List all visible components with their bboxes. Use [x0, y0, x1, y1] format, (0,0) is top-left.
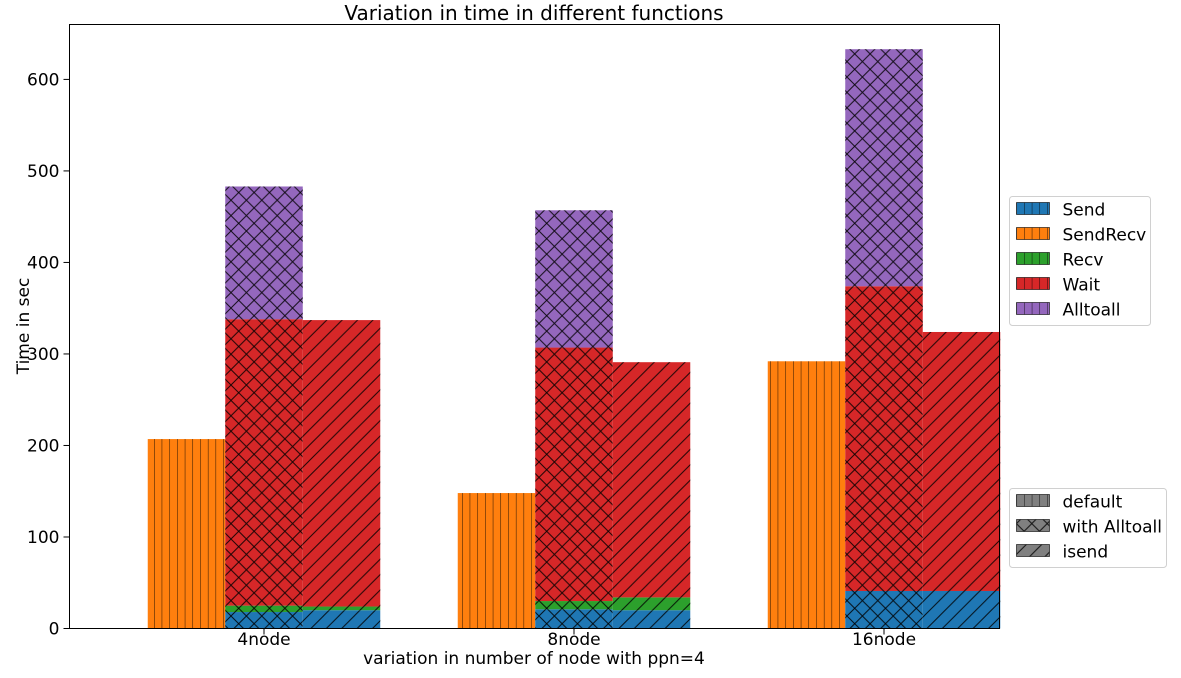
legend-series-send-label: Send	[1063, 201, 1106, 221]
x-axis-label: variation in number of node with ppn=4	[363, 649, 705, 669]
bar-16node-default-sendrecv-hatch	[767, 361, 846, 629]
legend-variants: default with Alltoall isend	[1009, 488, 1167, 568]
legend-variant-isend-label: isend	[1063, 543, 1109, 563]
y-axis-label: Time in sec	[14, 278, 34, 376]
legend-variant-default-swatch-hatch	[1016, 494, 1050, 507]
legend-variant-default-label: default	[1063, 493, 1123, 513]
chart-title: Variation in time in different functions	[344, 1, 723, 25]
bar-16node-with-alltoall-alltoall-hatch	[845, 49, 923, 287]
bar-4node-isend-wait-hatch	[302, 320, 381, 607]
bar-8node-with-alltoall-send-hatch	[535, 609, 613, 629]
legend-series-sendrecv-label: SendRecv	[1063, 226, 1147, 246]
bar-4node-isend-recv-hatch	[302, 606, 381, 611]
legend-series-sendrecv-swatch-hatch	[1016, 227, 1050, 240]
x-axis: 4node 8node 16node	[237, 628, 916, 650]
bar-4node-with-alltoall-recv-hatch	[225, 605, 303, 613]
legend-series-recv-swatch-hatch	[1016, 252, 1050, 265]
y-tick-label-400: 400	[27, 253, 59, 273]
bar-8node-isend-wait-hatch	[612, 362, 691, 598]
y-axis: 0 100 200 300 400 500 600	[27, 70, 70, 640]
bar-16node-isend-wait-hatch	[922, 331, 1001, 591]
legend-variant-with-alltoall-label: with Alltoall	[1063, 518, 1162, 538]
bar-8node-with-alltoall-wait-hatch	[535, 347, 613, 602]
bar-16node-with-alltoall-send-hatch	[845, 590, 923, 629]
bar-4node-with-alltoall-alltoall-hatch	[225, 186, 303, 320]
bar-8node-isend-send-hatch	[612, 610, 691, 629]
bar-8node-default-sendrecv-hatch	[457, 493, 536, 629]
x-tick-label-8node: 8node	[547, 630, 600, 650]
x-tick-label-4node: 4node	[237, 630, 290, 650]
bar-4node-with-alltoall-send-hatch	[225, 612, 303, 629]
legend-series-recv-label: Recv	[1063, 251, 1104, 271]
bar-4node-with-alltoall-wait-hatch	[225, 319, 303, 606]
bar-8node-with-alltoall-alltoall-hatch	[535, 210, 613, 348]
legend-series-send-swatch-hatch	[1016, 202, 1050, 215]
y-tick-label-200: 200	[27, 436, 59, 456]
legend-series: Send SendRecv Recv Wait Alltoall	[1009, 196, 1151, 326]
y-tick-label-600: 600	[27, 70, 59, 90]
x-tick-label-16node: 16node	[852, 630, 916, 650]
legend-series-wait-swatch-hatch	[1016, 277, 1050, 290]
y-tick-label-100: 100	[27, 528, 59, 548]
y-tick-label-500: 500	[27, 162, 59, 182]
legend-series-alltoall-label: Alltoall	[1063, 301, 1121, 321]
y-tick-label-300: 300	[27, 345, 59, 365]
legend-variant-with-alltoall-swatch-hatch	[1016, 519, 1050, 532]
bar-4node-isend-send-hatch	[302, 610, 381, 629]
legend-series-alltoall-swatch-hatch	[1016, 302, 1050, 315]
bar-8node-with-alltoall-recv-hatch	[535, 601, 613, 610]
y-tick-label-0: 0	[49, 620, 60, 640]
bar-16node-with-alltoall-wait-hatch	[845, 286, 923, 591]
plot-frame	[69, 24, 1000, 629]
bar-8node-isend-recv-hatch	[612, 597, 691, 611]
plot-area	[147, 49, 1001, 629]
bar-4node-default-sendrecv-hatch	[147, 439, 226, 629]
bar-16node-isend-send-hatch	[922, 590, 1001, 629]
legend-variant-isend-swatch-hatch	[1016, 544, 1050, 557]
legend-series-wait-label: Wait	[1063, 276, 1101, 296]
